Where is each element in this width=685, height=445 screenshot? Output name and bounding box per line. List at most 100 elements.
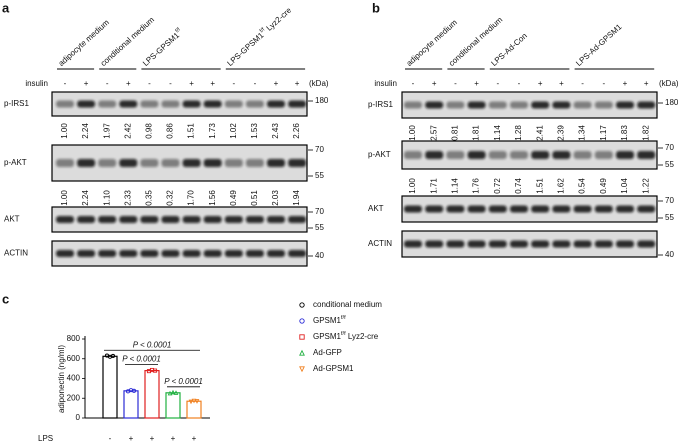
blot-band (573, 205, 592, 213)
insulin-sign: + (295, 79, 300, 88)
marker (299, 302, 305, 308)
marker-label: 180 (665, 98, 679, 107)
bar (165, 392, 181, 419)
blot-band (404, 205, 422, 213)
blot-band (288, 100, 307, 108)
blot-band (467, 101, 486, 109)
quant-value: 0.49 (229, 190, 238, 206)
blot-band (56, 159, 74, 167)
blot-label: p-IRS1 (368, 100, 393, 109)
bar (144, 370, 160, 419)
marker (167, 390, 173, 396)
insulin-sign: - (148, 79, 151, 88)
legend-label: GPSM1f/f (313, 315, 346, 325)
quant-value: 1.53 (250, 123, 259, 139)
blot-band (446, 101, 465, 109)
blot-band (467, 240, 486, 248)
quant-value: 0.49 (599, 178, 608, 194)
blot-band (637, 240, 656, 248)
quant-value: 1.70 (187, 190, 196, 206)
insulin-sign: + (432, 79, 437, 88)
x-tick-label: + (192, 434, 197, 443)
quant-value: 0.74 (514, 178, 523, 194)
blot-band (140, 100, 159, 108)
insulin-sign: - (518, 79, 521, 88)
quant-value: 2.42 (123, 123, 132, 139)
blot-band (245, 159, 264, 167)
marker-label: 55 (315, 223, 324, 232)
blot-band (404, 151, 422, 159)
quant-value: 1.97 (102, 123, 111, 139)
blot-band (573, 101, 592, 109)
quant-value: 0.72 (493, 178, 502, 194)
insulin-sign: + (126, 79, 131, 88)
blot-band (98, 250, 117, 257)
marker-label: 70 (665, 196, 674, 205)
quant-value: 0.81 (451, 125, 460, 141)
blot-band (616, 151, 634, 159)
blot-band (224, 100, 243, 108)
blot-band (267, 159, 285, 167)
insulin-sign: - (581, 79, 584, 88)
blot-band (616, 205, 634, 213)
bar (102, 355, 118, 419)
insulin-sign: - (496, 79, 499, 88)
blot-label: ACTIN (368, 239, 392, 248)
quant-value: 1.76 (472, 178, 481, 194)
group-label: LPS-Ad-Con (490, 31, 529, 68)
blot-band (425, 151, 444, 159)
marker-label: 70 (315, 207, 324, 216)
legend-label: conditional medium (313, 300, 382, 309)
marker-label: 55 (665, 160, 674, 169)
blot-band (616, 101, 634, 109)
blot-label: ACTIN (4, 249, 28, 258)
marker-label: 70 (665, 143, 674, 152)
quant-value: 1.00 (408, 125, 417, 141)
marker-label: 180 (315, 96, 329, 105)
insulin-sign: - (169, 79, 172, 88)
blot-band (119, 159, 138, 167)
label-sup: f/f (175, 27, 183, 35)
blot-band (119, 250, 138, 257)
blot-band (594, 151, 613, 159)
legend-label: Ad-GFP (313, 348, 342, 357)
blot-band (510, 101, 528, 109)
insulin-sign: + (189, 79, 194, 88)
group-label: LPS-Ad-GPSM1 (574, 22, 624, 68)
group-label: LPS-GPSM1f/f Lyz2-cre (225, 5, 294, 68)
y-tick-label: 800 (67, 334, 81, 343)
label-sup: f/f (341, 331, 346, 337)
blot-band (77, 250, 96, 257)
marker (299, 349, 305, 356)
blot-band (531, 101, 550, 109)
blot-band (182, 100, 201, 108)
insulin-sign: + (274, 79, 279, 88)
blot-band (404, 240, 422, 248)
quant-value: 1.00 (408, 178, 417, 194)
quant-value: 2.03 (271, 190, 280, 206)
quant-value: 0.51 (250, 190, 259, 206)
blot-band (531, 240, 550, 248)
blot-band (98, 216, 117, 223)
blot-band (616, 240, 634, 248)
insulin-sign: - (232, 79, 235, 88)
insulin-label: insulin (374, 79, 397, 88)
marker-label: 55 (665, 213, 674, 222)
quant-value: 0.35 (145, 190, 154, 206)
blot-band (245, 216, 264, 223)
quant-value: 2.41 (535, 125, 544, 141)
x-tick-label: - (109, 434, 112, 443)
quant-value: 1.71 (429, 178, 438, 194)
blot-band (98, 159, 117, 167)
marker (173, 390, 179, 395)
comparison-label: P < 0.0001 (164, 377, 203, 386)
comparison-label: P < 0.0001 (122, 355, 161, 364)
label-text: GPSM1 (313, 316, 342, 325)
blot-band (573, 151, 592, 159)
quant-value: 1.04 (620, 178, 629, 194)
panel-label: c (2, 291, 9, 306)
blot-band (637, 101, 656, 109)
blot-band (203, 100, 222, 108)
blot-background (401, 140, 658, 170)
blot-label: p-IRS1 (4, 99, 29, 108)
